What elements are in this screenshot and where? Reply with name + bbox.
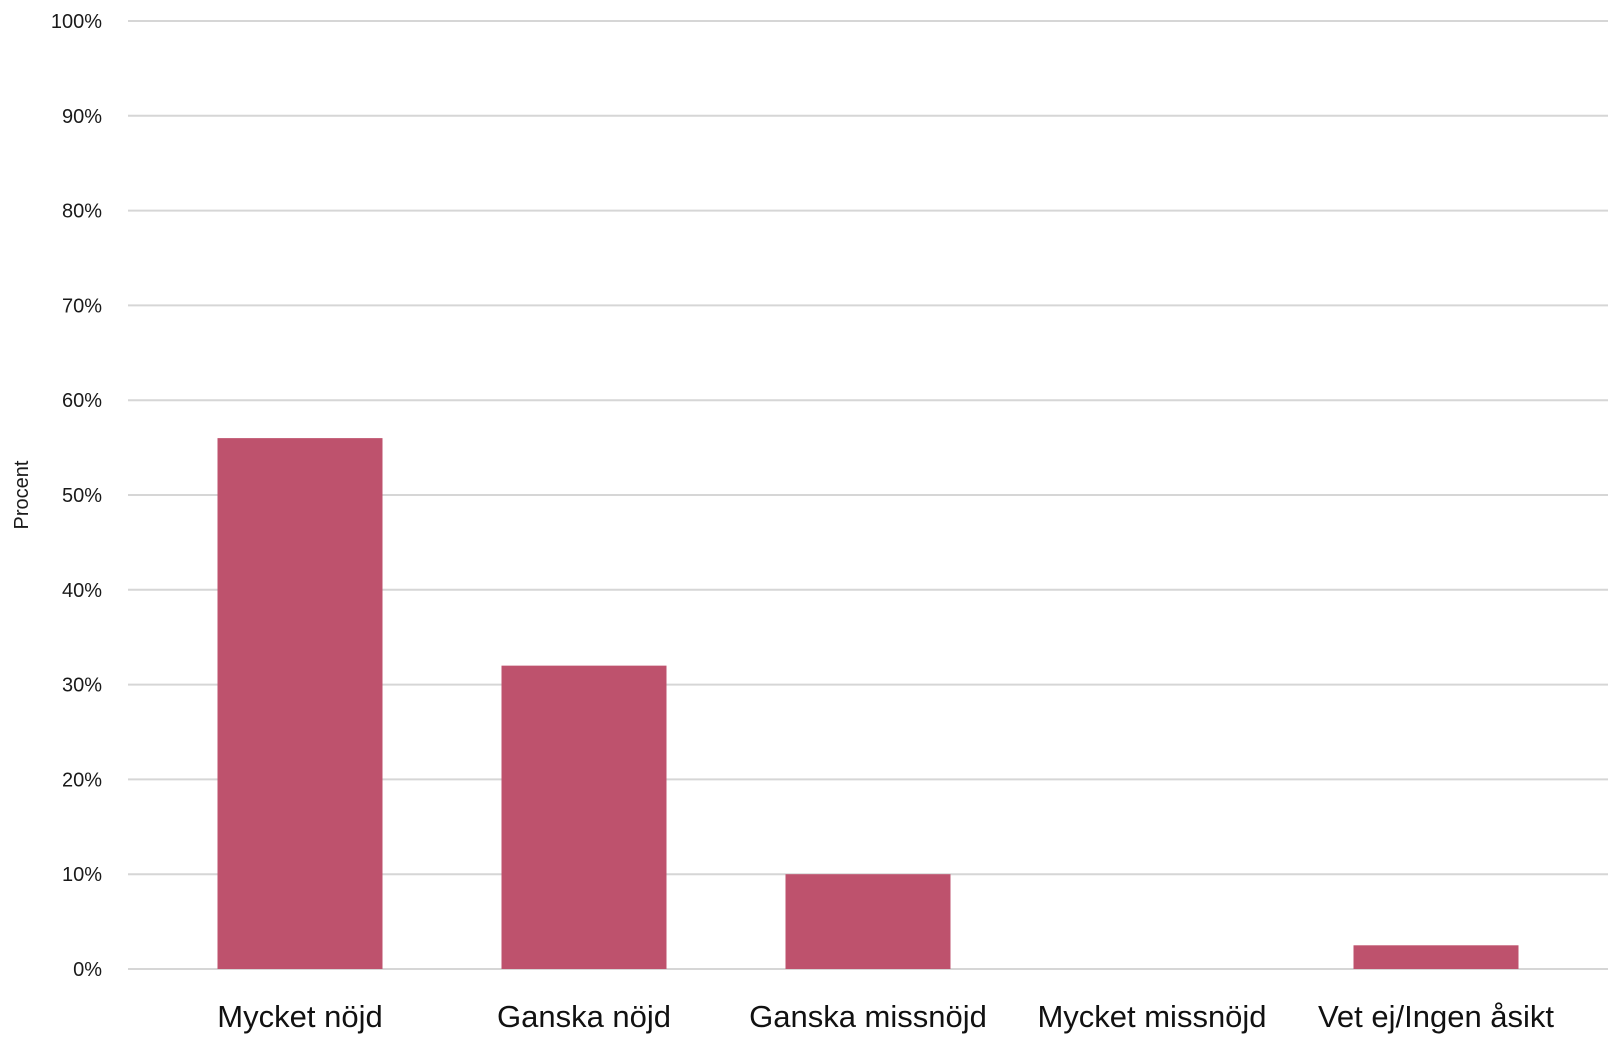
x-category-label: Mycket missnöjd — [1037, 999, 1266, 1034]
bar — [501, 665, 667, 969]
y-tick-label: 40% — [62, 580, 102, 602]
y-tick-label: 10% — [62, 864, 102, 886]
bar — [217, 438, 383, 969]
y-tick-label: 50% — [62, 485, 102, 507]
y-tick-label: 30% — [62, 675, 102, 697]
y-axis-title: Procent — [11, 460, 33, 529]
x-category-label: Mycket nöjd — [217, 999, 382, 1034]
bar — [785, 874, 951, 969]
y-axis-ticks: 0% 10% 20% 30% 40% 50% 60% 70% 80% 90% 100% — [51, 11, 102, 981]
bars — [217, 438, 1519, 969]
x-category-label: Vet ej/Ingen åsikt — [1318, 999, 1554, 1034]
x-category-label: Ganska missnöjd — [749, 999, 987, 1034]
x-axis-categories: Mycket nöjd Ganska nöjd Ganska missnöjd Myc… — [217, 999, 1554, 1034]
y-tick-label: 70% — [62, 295, 102, 317]
y-tick-label: 0% — [73, 959, 102, 981]
y-tick-label: 90% — [62, 106, 102, 128]
y-tick-label: 80% — [62, 201, 102, 223]
y-tick-label: 20% — [62, 769, 102, 791]
y-tick-label: 100% — [51, 11, 102, 33]
bar — [1353, 945, 1519, 969]
x-category-label: Ganska nöjd — [497, 999, 671, 1034]
y-tick-label: 60% — [62, 390, 102, 412]
